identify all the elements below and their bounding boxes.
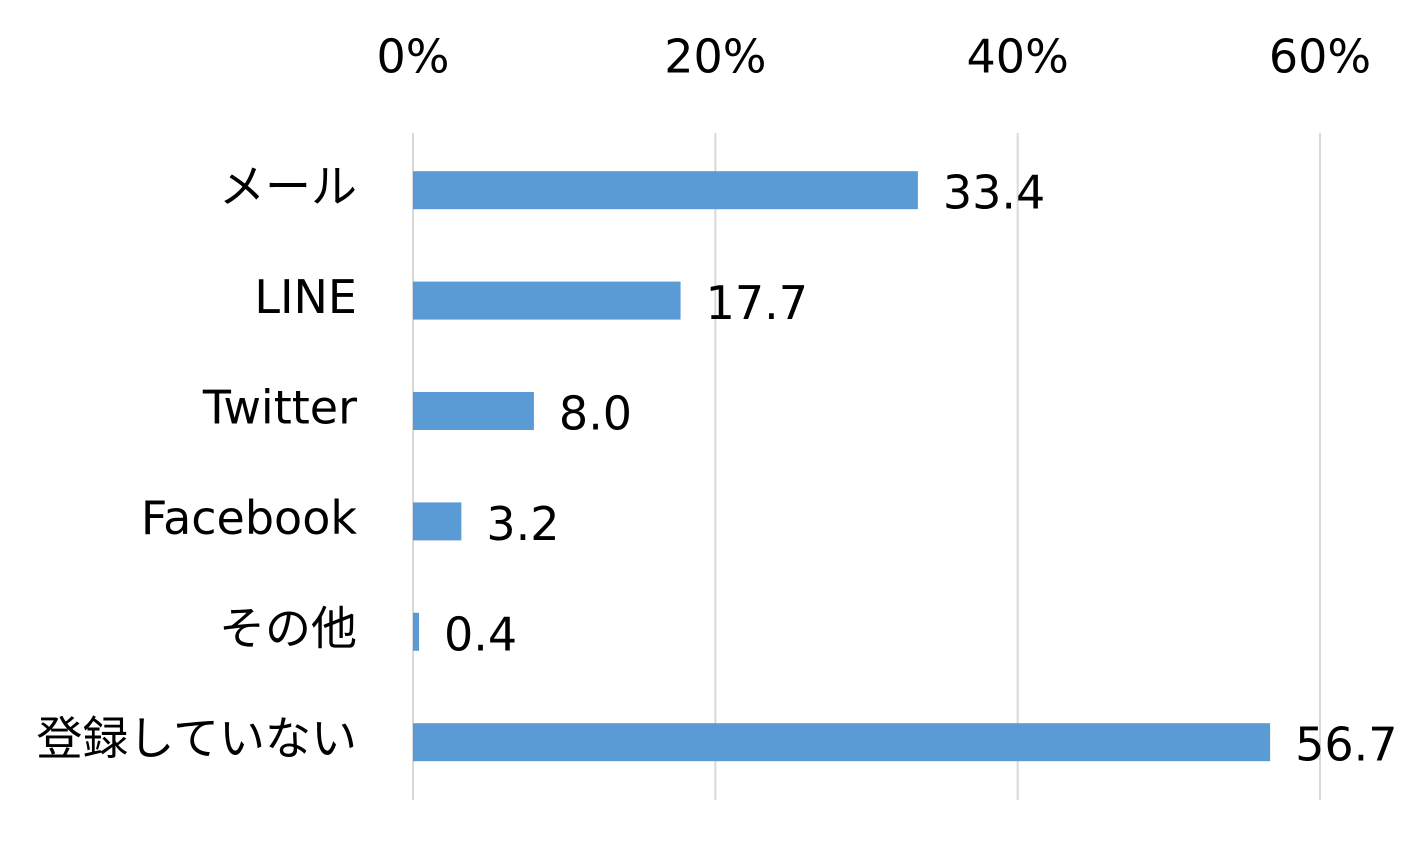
x-tick-label: 40% xyxy=(967,30,1069,84)
y-tick-label: Twitter xyxy=(202,381,357,435)
y-tick-label: Facebook xyxy=(141,491,358,545)
y-tick-label: その他 xyxy=(219,601,357,655)
bar xyxy=(413,723,1271,762)
bar xyxy=(413,281,681,320)
data-label: 0.4 xyxy=(444,607,517,661)
y-tick-label: メール xyxy=(219,160,357,214)
bar xyxy=(413,502,462,541)
x-tick-label: 0% xyxy=(377,30,450,84)
data-label: 56.7 xyxy=(1295,718,1397,772)
x-tick-label: 60% xyxy=(1269,30,1371,84)
bar xyxy=(413,171,918,210)
x-tick-label: 20% xyxy=(664,30,766,84)
data-label: 17.7 xyxy=(706,276,808,330)
y-tick-label: LINE xyxy=(254,270,357,324)
data-label: 3.2 xyxy=(486,497,559,551)
data-label: 8.0 xyxy=(559,387,632,441)
bar xyxy=(413,612,420,651)
data-label: 33.4 xyxy=(943,166,1045,220)
bar xyxy=(413,392,534,430)
y-tick-label: 登録していない xyxy=(36,712,357,766)
